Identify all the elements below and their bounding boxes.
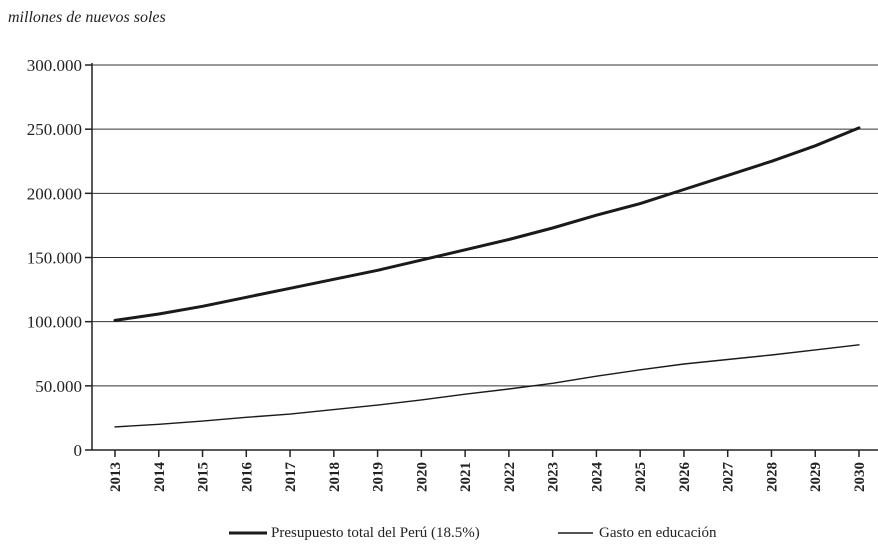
x-tick-label-16: 2029 [808,462,824,492]
x-tick-label-4: 2017 [283,462,299,493]
axes [85,63,878,457]
x-tick-label-2: 2015 [196,462,212,492]
x-tick-label-0: 2013 [108,462,124,492]
x-tick-label-17: 2030 [852,462,868,492]
x-tick-label-1: 2014 [152,462,168,493]
x-tick-label-8: 2021 [458,462,474,492]
x-tick-label-15: 2028 [764,462,780,492]
legend-label-1: Gasto en educación [599,525,717,541]
y-tick-label-2: 100.000 [27,313,82,332]
y-tick-label-3: 150.000 [27,249,82,268]
x-tick-label-9: 2022 [502,462,518,492]
y-axis-unit-label: millones de nuevos soles [8,9,166,26]
x-tick-label-11: 2024 [589,462,605,493]
legend-label-0: Presupuesto total del Perú (18.5%) [271,525,480,541]
gridlines [92,64,878,387]
x-tick-label-3: 2016 [239,462,255,493]
series-line-0 [113,126,861,322]
x-tick-label-14: 2027 [721,462,737,493]
legend: Presupuesto total del Perú (18.5%) Gasto … [229,525,717,541]
series-line-1 [114,344,860,428]
y-tick-label-1: 50.000 [35,377,82,396]
x-tick-label-12: 2025 [633,462,649,492]
x-tick-label-7: 2020 [414,462,430,492]
y-tick-label-5: 250.000 [27,120,82,139]
y-tick-label-6: 300.000 [27,56,82,75]
x-tick-label-6: 2019 [371,462,387,492]
x-tick-labels: 2013 2014 2015 2016 2017 2018 2019 2020 2021 2022… [108,462,868,493]
x-tick-label-13: 2026 [677,462,693,493]
series-lines [113,126,861,428]
y-tick-label-4: 200.000 [27,184,82,203]
x-tick-label-10: 2023 [546,462,562,492]
y-tick-label-0: 0 [74,441,83,460]
x-tick-label-5: 2018 [327,462,343,492]
y-tick-labels: 0 50.000 100.000 150.000 200.000 250.000 300.0… [27,56,82,460]
